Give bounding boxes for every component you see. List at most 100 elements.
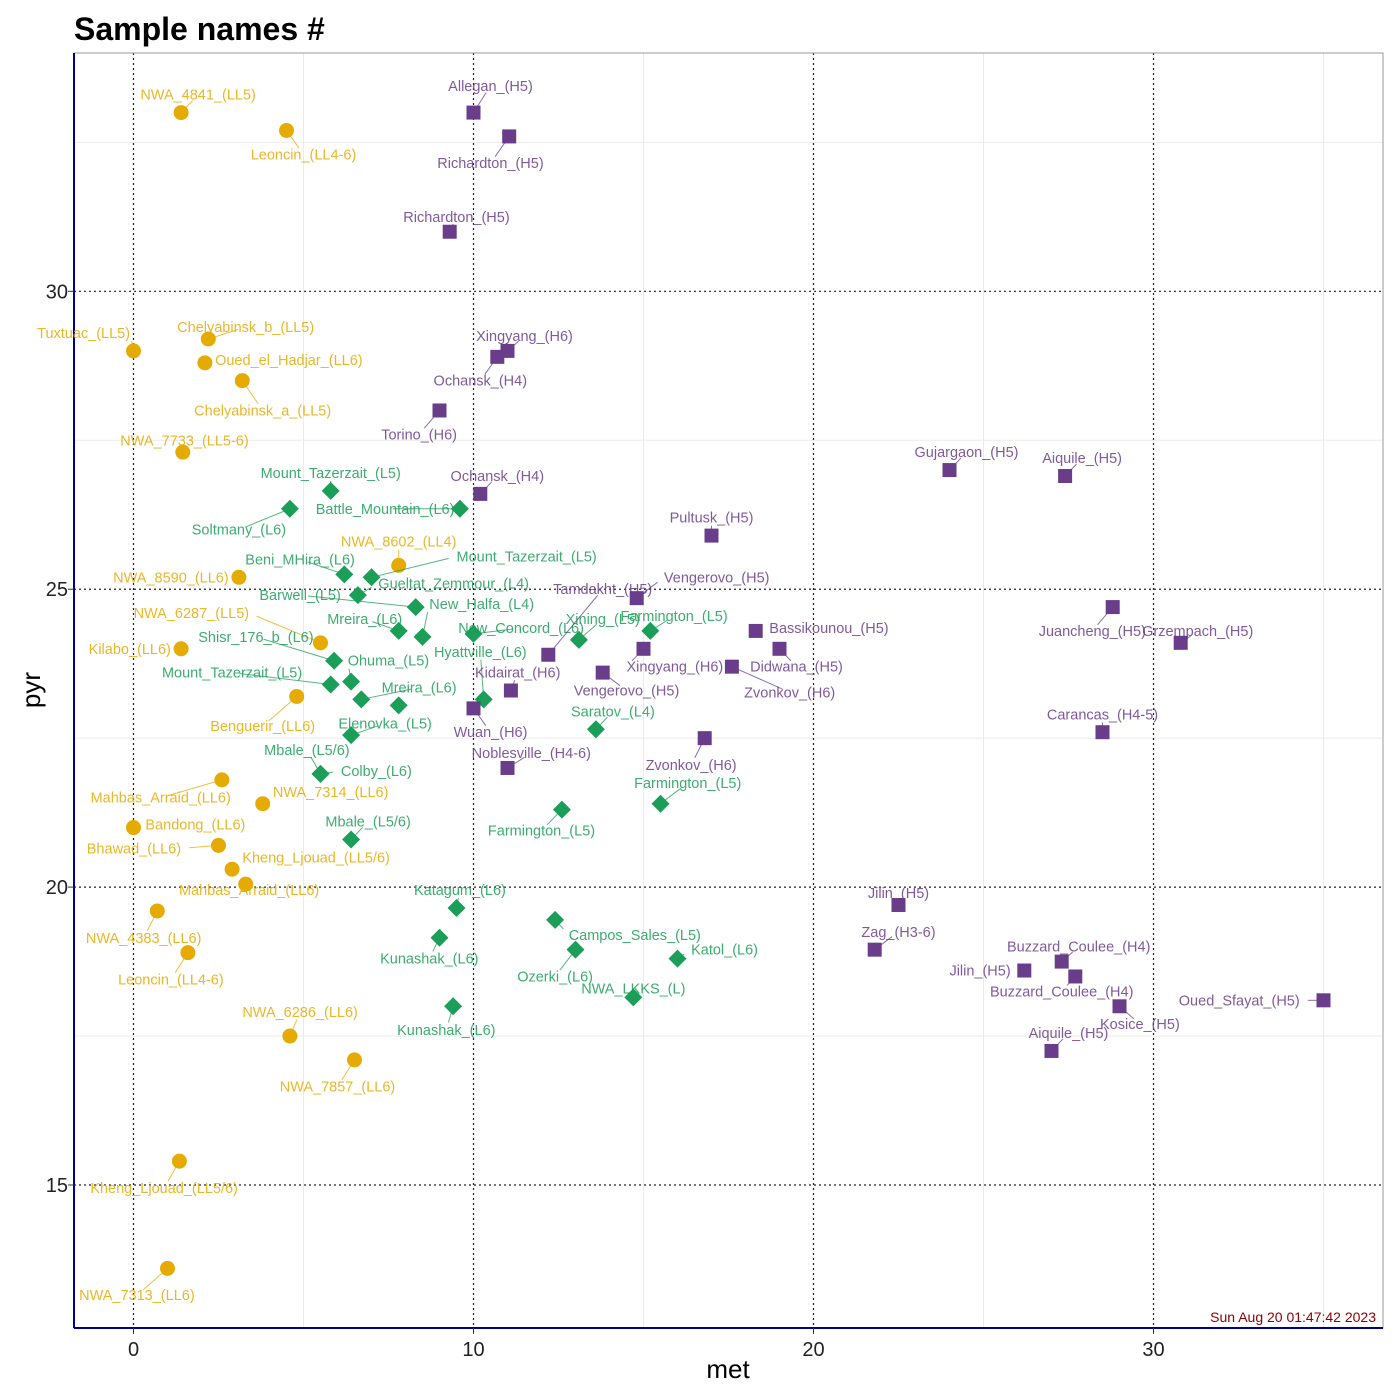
data-point <box>126 343 141 359</box>
data-point <box>224 861 240 877</box>
point-label: New_Halfa_(L4) <box>429 597 534 613</box>
label-connector <box>168 779 223 796</box>
data-point <box>473 486 488 501</box>
point-label: Pultusk_(H5) <box>670 511 754 527</box>
point-label: New_Concord_(L6) <box>458 621 584 637</box>
point-label: Chelyabinsk_a_(LL5) <box>194 403 331 419</box>
data-point <box>234 373 250 389</box>
data-point <box>352 690 371 709</box>
point-label: Juancheng_(H5) <box>1039 624 1146 640</box>
series-l: Mount_Tazerzait_(L5) Soltmany_(L6) Battle_… <box>162 466 758 1039</box>
data-point <box>552 800 571 819</box>
data-point <box>748 623 763 638</box>
point-label: Xingyang_(H6) <box>476 329 573 345</box>
point-label: Buzzard_Coulee_(H4) <box>1007 940 1150 956</box>
point-label: Aiquile_(H5) <box>1029 1026 1109 1042</box>
timestamp: Sun Aug 20 01:47:42 2023 <box>1210 1309 1376 1325</box>
point-label: Mount_Tazerzait_(L5) <box>162 666 302 682</box>
data-point <box>442 224 457 239</box>
data-point <box>1316 993 1331 1008</box>
data-point <box>1095 725 1110 740</box>
point-label: Oued_Sfayat_(H5) <box>1179 993 1300 1009</box>
point-label: Shisr_176_b_(L6) <box>198 630 313 646</box>
point-label: NWA_4383_(LL6) <box>86 931 202 947</box>
point-label: Noblesville_(H4-6) <box>472 746 591 762</box>
data-point <box>466 701 481 716</box>
point-label: Bhawad_(LL6) <box>87 841 181 857</box>
data-point <box>391 557 407 573</box>
data-point <box>891 897 906 912</box>
point-label: Mreira_(L6) <box>382 681 457 697</box>
point-label: Zag_(H3-6) <box>861 925 935 941</box>
x-axis-title: met <box>706 1354 750 1384</box>
point-label: Beni_MHira_(L6) <box>245 552 355 568</box>
data-point <box>595 665 610 680</box>
point-label: Farmington_(L5) <box>488 824 595 840</box>
data-point <box>1112 999 1127 1014</box>
data-point <box>173 105 189 121</box>
point-label: NWA_8602_(LL4) <box>341 535 457 551</box>
data-point <box>362 568 381 587</box>
data-point <box>867 942 882 957</box>
data-point <box>490 349 505 364</box>
point-label: Mbale_(L5/6) <box>264 743 349 759</box>
point-label: Campos_Sales_(L5) <box>569 928 701 944</box>
point-label: Torino_(H6) <box>381 427 457 443</box>
point-label: Kosice_(H5) <box>1100 1017 1180 1033</box>
chart-title: Sample names # <box>74 11 325 47</box>
label-connector <box>308 595 416 608</box>
data-point <box>1054 954 1069 969</box>
data-point <box>1044 1043 1059 1058</box>
data-point <box>450 499 469 518</box>
point-label: Ochansk_(H4) <box>434 374 527 390</box>
data-point <box>238 876 254 892</box>
point-label: NWA_7314_(LL6) <box>273 785 389 801</box>
data-point <box>171 1153 187 1169</box>
point-label: Battle_Mountain_(L6) <box>316 502 455 518</box>
point-label: Colby_(L6) <box>341 764 412 780</box>
x-tick-label: 20 <box>802 1339 824 1361</box>
data-point <box>942 463 957 478</box>
y-axis-title: pyr <box>16 672 46 708</box>
point-label: NWA_8590_(LL6) <box>113 570 229 586</box>
label-connector <box>731 666 783 690</box>
point-label: NWA_4841_(LL5) <box>140 88 256 104</box>
point-label: Grzempach_(H5) <box>1142 624 1253 640</box>
plot-panel <box>74 53 1383 1328</box>
point-label: Didwana_(H5) <box>750 660 843 676</box>
data-point <box>282 1028 298 1044</box>
point-label: Katagum_(L6) <box>414 883 506 899</box>
label-connector <box>361 688 412 700</box>
data-point <box>636 641 651 656</box>
point-label: Elenovka_(L5) <box>338 716 432 732</box>
data-point <box>566 940 585 959</box>
data-point <box>389 696 408 715</box>
data-point <box>347 1052 362 1068</box>
point-label: NWA_7313_(LL6) <box>79 1288 195 1304</box>
point-label: Tuxtuac_(LL5) <box>37 326 130 342</box>
point-label: Ochansk_(H4) <box>451 469 544 485</box>
point-label: Saratov_(L4) <box>571 704 655 720</box>
point-label: Oued_el_Hadjar_(LL6) <box>215 353 363 369</box>
point-label: Allegan_(H5) <box>448 79 533 95</box>
label-connector <box>547 595 598 656</box>
point-label: Leoncin_(LL4-6) <box>118 972 224 988</box>
point-label: Mbale_(L5/6) <box>325 815 410 831</box>
data-point <box>466 105 481 120</box>
point-label: Jilin_(H5) <box>949 964 1010 980</box>
data-point <box>430 928 449 947</box>
point-label: Carancas_(H4-5) <box>1047 707 1158 723</box>
data-point <box>214 772 230 788</box>
data-point <box>432 403 447 418</box>
point-label: Mount_Tazerzait_(L5) <box>457 549 597 565</box>
point-label: Soltmany_(L6) <box>192 523 286 539</box>
data-point <box>342 830 361 849</box>
point-label: Kilabo_(LL6) <box>89 642 171 658</box>
point-label: NWA_7733_(LL5-6) <box>120 433 248 449</box>
data-point <box>180 945 196 961</box>
point-label: Kidairat_(H6) <box>475 666 560 682</box>
point-label: NWA_LKKS_(L) <box>581 981 685 997</box>
point-label: Jilin_(H5) <box>868 886 929 902</box>
point-label: Zvonkov_(H6) <box>646 758 737 774</box>
